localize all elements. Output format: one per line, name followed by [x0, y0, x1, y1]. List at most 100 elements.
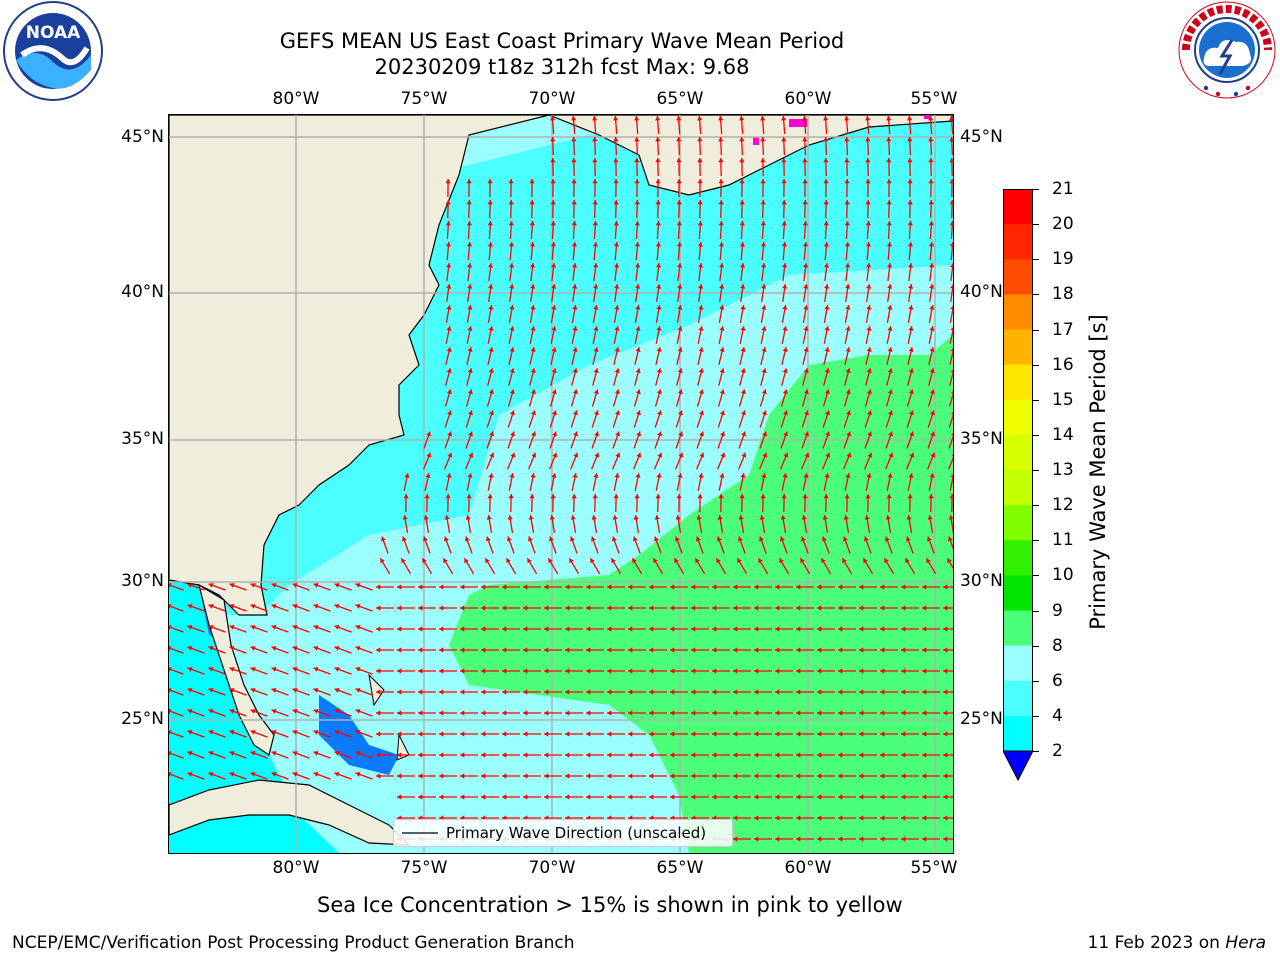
wave-arrow-head [943, 815, 948, 821]
wave-arrow-head [586, 668, 591, 674]
wave-arrow-head [670, 605, 675, 611]
wave-arrow-head [948, 515, 953, 520]
wave-arrow-head [733, 626, 738, 632]
wave-arrow-head [229, 772, 235, 777]
wave-arrow-head [313, 688, 319, 693]
wave-arrow-head [781, 242, 787, 247]
wave-arrow-head [922, 752, 927, 758]
wave-arrow-head [950, 284, 953, 289]
wave-arrow-head [825, 452, 831, 458]
wave-arrow-head [649, 794, 654, 800]
wave-arrow-head [943, 584, 948, 590]
wave-arrow-head [761, 305, 767, 310]
wave-arrow-head [782, 305, 788, 310]
wave-arrow-head [628, 710, 633, 716]
wave-arrow-head [635, 347, 641, 352]
wave-arrow-head [655, 242, 661, 247]
wave-arrow-head [292, 772, 298, 777]
wave-arrow-head [802, 158, 808, 163]
colorbar-segment [1003, 470, 1033, 506]
wave-arrow-head [507, 515, 513, 520]
wave-arrow-head [250, 604, 256, 609]
wave-arrow-head [502, 773, 507, 779]
wave-arrow-head [510, 452, 516, 458]
wave-arrow-head [929, 368, 935, 374]
wave-arrow-head [528, 536, 533, 542]
wave-arrow-head [691, 731, 696, 737]
wave-arrow-head [754, 773, 759, 779]
wave-arrow-head [423, 515, 429, 520]
wave-arrow-head [717, 515, 723, 520]
lat-label-right: 40°N [960, 282, 1003, 302]
wave-arrow-head [670, 689, 675, 695]
wave-arrow-head [355, 667, 361, 672]
wave-arrow-head [943, 647, 948, 653]
wave-direction-arrows [169, 115, 953, 842]
wave-arrow-head [418, 731, 423, 737]
wave-arrow-head [334, 604, 340, 609]
wave-arrow-head [397, 752, 402, 758]
wave-arrow-head [628, 605, 633, 611]
colorbar-frame [1003, 189, 1033, 752]
wave-arrow-head [802, 200, 808, 205]
wave-arrow-head [907, 242, 913, 247]
wave-arrow-head [922, 689, 927, 695]
wave-arrow-head [760, 137, 766, 142]
wave-arrow-head [250, 772, 256, 777]
wave-arrow-head [481, 773, 486, 779]
wave-arrow-head [466, 494, 472, 499]
wave-arrow-head [544, 710, 549, 716]
wave-arrow-head [250, 625, 256, 630]
wave-arrow-head [446, 263, 452, 268]
wave-arrow-head [187, 709, 193, 714]
wave-arrow-head [592, 137, 598, 142]
wave-arrow-head [489, 410, 494, 416]
land-canada [548, 115, 953, 196]
wave-arrow-head [292, 730, 298, 735]
wave-arrow-head [613, 221, 619, 226]
wave-arrow-head [676, 494, 682, 499]
wave-arrow-head [720, 431, 725, 437]
wave-arrow-head [292, 625, 298, 630]
wave-arrow-head [439, 647, 444, 653]
wave-arrow-head [698, 347, 704, 352]
wave-arrow-head [418, 689, 423, 695]
wave-arrow-head [885, 515, 891, 520]
lat-label-left: 25°N [121, 709, 164, 729]
wave-arrow-head [229, 730, 235, 735]
lon-label-top: 60°W [784, 89, 832, 109]
wave-arrow-head [502, 647, 507, 653]
wave-arrow-head [733, 668, 738, 674]
wave-arrow-head [250, 667, 256, 672]
wave-arrow-head [607, 668, 612, 674]
wave-arrow-head [656, 326, 662, 331]
wave-arrow-head [607, 689, 612, 695]
wave-arrow-head [313, 772, 319, 777]
wave-arrow-head [754, 584, 759, 590]
wave-arrow-head [571, 116, 577, 121]
wave-arrow-head [717, 536, 722, 542]
wave-arrow-head [817, 815, 822, 821]
wave-arrow [947, 456, 953, 470]
wave-arrow [949, 304, 953, 324]
wave-arrow-head [529, 179, 535, 184]
wave-arrow-head [446, 347, 452, 352]
wave-arrow-head [885, 536, 890, 542]
wave-arrow-head [922, 815, 927, 821]
wave-arrow-head [922, 731, 927, 737]
wave-arrow-head [401, 558, 406, 564]
wave-arrow-head [909, 410, 914, 416]
wave-arrow-head [796, 836, 801, 842]
wave-arrow-head [292, 688, 298, 693]
wave-arrow-head [733, 689, 738, 695]
wave-arrow-head [802, 137, 808, 142]
wave-arrow-head [573, 410, 578, 416]
wave-arrow-head [334, 730, 340, 735]
wave-arrow-head [928, 137, 934, 142]
wave-arrow-head [949, 158, 953, 163]
wave-period-map[interactable]: Primary Wave Direction (unscaled) [168, 114, 954, 854]
wave-arrow-head [487, 494, 493, 499]
lon-label-bottom: 60°W [784, 858, 832, 878]
lon-label-bottom: 80°W [272, 858, 320, 878]
wave-arrow-head [677, 368, 683, 374]
